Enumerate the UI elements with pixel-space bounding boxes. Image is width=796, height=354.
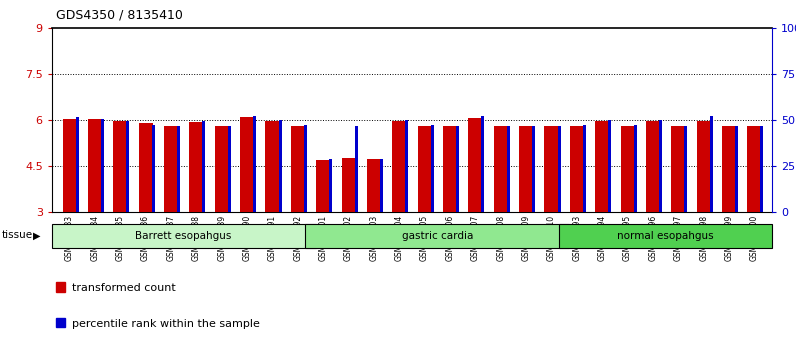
Bar: [507, 126, 510, 212]
Bar: [291, 126, 305, 212]
FancyBboxPatch shape: [559, 224, 772, 248]
Bar: [468, 118, 482, 212]
Bar: [760, 126, 763, 212]
Bar: [265, 121, 279, 212]
Bar: [544, 126, 559, 212]
Bar: [405, 120, 408, 212]
Text: normal esopahgus: normal esopahgus: [617, 231, 714, 241]
Bar: [189, 122, 203, 212]
Bar: [710, 116, 712, 212]
Text: tissue: tissue: [2, 230, 33, 240]
Text: Barrett esopahgus: Barrett esopahgus: [135, 231, 232, 241]
FancyBboxPatch shape: [306, 224, 569, 248]
Bar: [608, 120, 611, 212]
Bar: [76, 117, 79, 212]
Bar: [380, 159, 383, 212]
Bar: [621, 126, 634, 212]
Bar: [127, 121, 130, 212]
Bar: [494, 126, 508, 212]
Bar: [570, 126, 583, 212]
Bar: [88, 119, 102, 212]
Bar: [177, 126, 180, 212]
Bar: [747, 126, 761, 212]
Bar: [735, 126, 738, 212]
Bar: [696, 121, 711, 212]
Bar: [164, 126, 178, 212]
Bar: [431, 125, 434, 212]
Bar: [392, 121, 406, 212]
Bar: [722, 126, 736, 212]
Bar: [228, 126, 231, 212]
Bar: [646, 121, 660, 212]
Text: ▶: ▶: [33, 230, 41, 240]
Bar: [139, 124, 153, 212]
Bar: [240, 117, 254, 212]
Bar: [202, 121, 205, 212]
Bar: [113, 121, 127, 212]
Bar: [341, 158, 356, 212]
Bar: [595, 121, 609, 212]
Bar: [456, 126, 459, 212]
Bar: [519, 126, 533, 212]
Bar: [557, 126, 560, 212]
Bar: [152, 125, 154, 212]
Text: percentile rank within the sample: percentile rank within the sample: [72, 319, 259, 329]
Bar: [671, 126, 685, 212]
Bar: [685, 126, 688, 212]
Bar: [316, 160, 330, 212]
Text: transformed count: transformed count: [72, 283, 175, 293]
Bar: [443, 126, 457, 212]
Bar: [533, 126, 535, 212]
FancyBboxPatch shape: [52, 224, 315, 248]
Bar: [634, 125, 637, 212]
Bar: [253, 116, 256, 212]
Bar: [583, 125, 586, 212]
Bar: [330, 159, 332, 212]
Bar: [659, 120, 662, 212]
Bar: [101, 119, 104, 212]
Bar: [418, 126, 431, 212]
Bar: [482, 116, 485, 212]
Text: GDS4350 / 8135410: GDS4350 / 8135410: [56, 9, 182, 22]
Bar: [304, 125, 307, 212]
Bar: [279, 120, 282, 212]
Bar: [354, 126, 357, 212]
Bar: [63, 119, 76, 212]
Bar: [367, 159, 380, 212]
Text: gastric cardia: gastric cardia: [402, 231, 473, 241]
Bar: [215, 126, 228, 212]
